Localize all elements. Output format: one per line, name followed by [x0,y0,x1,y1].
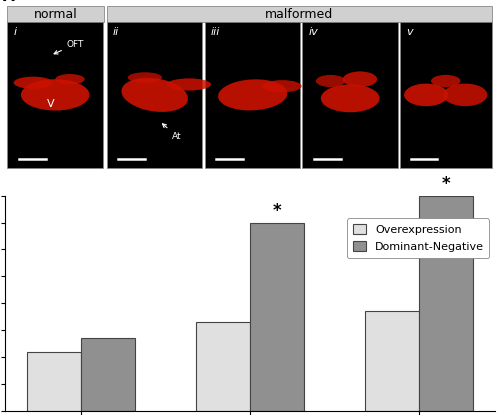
Ellipse shape [343,71,377,87]
Ellipse shape [316,75,346,87]
Ellipse shape [128,72,162,83]
Bar [28,352,82,411]
Text: At: At [162,124,182,141]
Ellipse shape [55,74,84,84]
Ellipse shape [21,79,89,110]
Ellipse shape [444,83,488,106]
Ellipse shape [14,77,53,89]
Text: iv: iv [308,27,318,37]
Ellipse shape [167,78,211,90]
Text: OFT: OFT [54,40,84,54]
Ellipse shape [404,83,448,106]
Text: i: i [14,27,16,37]
Bar [8,22,103,168]
Ellipse shape [122,78,188,112]
Text: v: v [406,27,412,37]
Text: ii: ii [113,27,119,37]
Bar [364,311,418,411]
Text: normal: normal [34,7,78,21]
Ellipse shape [262,80,302,92]
Text: A: A [2,0,14,5]
Ellipse shape [431,75,460,87]
Bar [107,22,202,168]
Bar [8,6,104,22]
Bar [418,195,472,411]
Legend: Overexpression, Dominant-Negative: Overexpression, Dominant-Negative [347,218,490,258]
Bar [205,22,300,168]
Text: iii: iii [211,27,220,37]
Bar [302,22,398,168]
Bar [400,22,492,168]
Ellipse shape [218,79,288,110]
Bar [107,6,492,22]
Text: *: * [272,203,281,220]
Text: malformed: malformed [265,7,334,21]
Bar [196,322,250,411]
Text: *: * [442,176,450,193]
Bar [250,222,304,411]
Text: V: V [46,99,54,109]
Bar [82,338,136,411]
Ellipse shape [321,84,380,112]
